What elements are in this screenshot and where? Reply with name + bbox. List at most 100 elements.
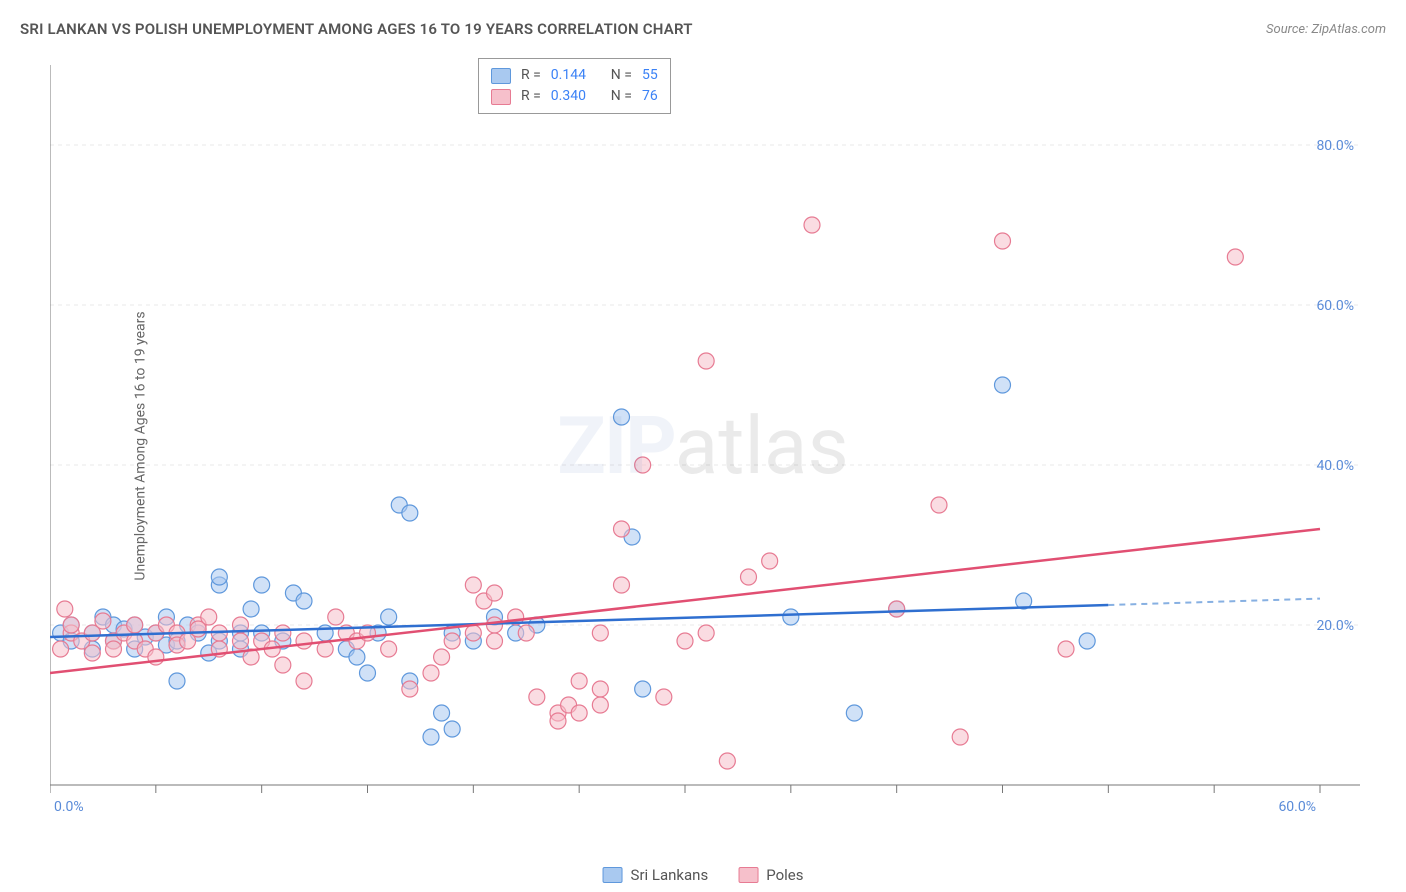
- data-point: [592, 681, 608, 697]
- data-point: [571, 705, 587, 721]
- chart-title: SRI LANKAN VS POLISH UNEMPLOYMENT AMONG …: [20, 20, 693, 38]
- data-point: [741, 569, 757, 585]
- data-point: [381, 641, 397, 657]
- x-tick-label: 0.0%: [54, 799, 84, 815]
- data-point: [296, 673, 312, 689]
- n-label: N =: [611, 65, 632, 86]
- r-value: 0.340: [551, 86, 601, 107]
- data-point: [201, 609, 217, 625]
- stats-legend: R = 0.144 N = 55 R = 0.340 N = 76: [478, 58, 671, 114]
- data-point: [296, 593, 312, 609]
- data-point: [614, 521, 630, 537]
- data-point: [804, 217, 820, 233]
- legend-swatch: [738, 867, 758, 883]
- data-point: [518, 625, 534, 641]
- data-point: [635, 681, 651, 697]
- data-point: [381, 609, 397, 625]
- data-point: [423, 665, 439, 681]
- legend-item: Sri Lankans: [603, 866, 709, 884]
- y-tick-label: 40.0%: [1316, 458, 1354, 474]
- data-point: [296, 633, 312, 649]
- source-attribution: Source: ZipAtlas.com: [1266, 22, 1386, 37]
- data-point: [360, 665, 376, 681]
- data-point: [57, 601, 73, 617]
- trend-line-extrapolated: [1108, 599, 1320, 605]
- data-point: [444, 633, 460, 649]
- legend-item: Poles: [738, 866, 803, 884]
- data-point: [275, 625, 291, 641]
- scatter-chart: 20.0% 40.0% 60.0% 80.0% 0.0% 60.0%: [50, 55, 1360, 825]
- data-point: [423, 729, 439, 745]
- stats-legend-row: R = 0.340 N = 76: [491, 86, 658, 107]
- plot-area: 20.0% 40.0% 60.0% 80.0% 0.0% 60.0%: [50, 55, 1360, 825]
- source-name: ZipAtlas.com: [1311, 22, 1386, 37]
- data-point: [434, 705, 450, 721]
- data-point: [211, 569, 227, 585]
- data-point: [84, 645, 100, 661]
- data-point: [719, 753, 735, 769]
- data-point: [846, 705, 862, 721]
- y-tick-label: 20.0%: [1316, 618, 1354, 634]
- data-point: [487, 585, 503, 601]
- data-point: [254, 577, 270, 593]
- x-tick-label: 60.0%: [1278, 799, 1316, 815]
- r-label: R =: [521, 65, 541, 86]
- data-point: [243, 601, 259, 617]
- data-point: [571, 673, 587, 689]
- data-point: [614, 577, 630, 593]
- legend-label: Poles: [766, 866, 803, 884]
- stats-legend-row: R = 0.144 N = 55: [491, 65, 658, 86]
- data-point: [95, 613, 111, 629]
- series-legend: Sri Lankans Poles: [603, 866, 804, 884]
- data-point: [63, 617, 79, 633]
- data-point: [487, 617, 503, 633]
- data-point: [1079, 633, 1095, 649]
- data-point: [402, 505, 418, 521]
- data-point: [931, 497, 947, 513]
- data-point: [677, 633, 693, 649]
- r-label: R =: [521, 86, 541, 107]
- data-point: [233, 633, 249, 649]
- data-point: [698, 353, 714, 369]
- data-point: [1058, 641, 1074, 657]
- n-value: 55: [642, 65, 658, 86]
- data-point: [169, 673, 185, 689]
- n-label: N =: [611, 86, 632, 107]
- data-point: [698, 625, 714, 641]
- data-point: [434, 649, 450, 665]
- data-point: [444, 721, 460, 737]
- data-point: [783, 609, 799, 625]
- data-point: [465, 625, 481, 641]
- data-point: [592, 697, 608, 713]
- data-point: [349, 649, 365, 665]
- data-point: [529, 689, 545, 705]
- data-point: [635, 457, 651, 473]
- data-point: [889, 601, 905, 617]
- data-point: [995, 377, 1011, 393]
- data-point: [592, 625, 608, 641]
- data-point: [1227, 249, 1243, 265]
- legend-swatch: [491, 89, 511, 105]
- trend-line: [50, 529, 1320, 673]
- data-point: [106, 641, 122, 657]
- data-point: [952, 729, 968, 745]
- legend-label: Sri Lankans: [631, 866, 709, 884]
- data-point: [550, 713, 566, 729]
- r-value: 0.144: [551, 65, 601, 86]
- data-point: [656, 689, 672, 705]
- n-value: 76: [642, 86, 658, 107]
- y-tick-label: 80.0%: [1316, 138, 1354, 154]
- legend-swatch: [491, 68, 511, 84]
- data-point: [402, 681, 418, 697]
- legend-swatch: [603, 867, 623, 883]
- data-point: [487, 633, 503, 649]
- data-point: [127, 617, 143, 633]
- source-label: Source:: [1266, 22, 1311, 37]
- data-point: [275, 657, 291, 673]
- data-point: [465, 577, 481, 593]
- data-point: [328, 609, 344, 625]
- title-bar: SRI LANKAN VS POLISH UNEMPLOYMENT AMONG …: [20, 20, 1386, 38]
- data-point: [53, 641, 69, 657]
- data-point: [995, 233, 1011, 249]
- y-tick-label: 60.0%: [1316, 298, 1354, 314]
